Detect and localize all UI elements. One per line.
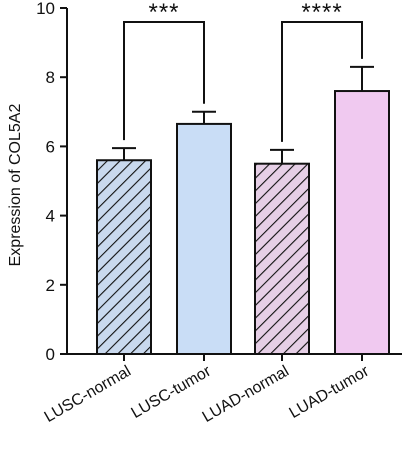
bar-lusc-normal — [96, 159, 152, 355]
significance-bracket — [123, 21, 205, 141]
y-tick-label: 2 — [46, 276, 55, 295]
bars — [96, 65, 390, 355]
bar-luad-tumor — [334, 90, 390, 355]
significance-brackets: *** **** — [123, 0, 363, 142]
y-tick-label: 0 — [46, 345, 55, 364]
significance-label: **** — [301, 0, 342, 26]
significance-label: *** — [148, 0, 179, 26]
bar-lusc-tumor — [176, 122, 232, 355]
x-tick-label: LUAD-normal — [200, 363, 292, 426]
y-tick-label: 10 — [36, 0, 55, 18]
y-tick-label: 8 — [46, 68, 55, 87]
x-tick-label: LUAD-tumor — [287, 362, 373, 422]
y-tick-label: 6 — [46, 137, 55, 156]
y-tick-label: 4 — [46, 207, 55, 226]
y-axis-title: Expression of COL5A2 — [7, 104, 24, 267]
bar-luad-normal — [254, 162, 310, 355]
significance-bracket — [281, 21, 363, 142]
x-tick-label: LUSC-normal — [42, 363, 134, 426]
